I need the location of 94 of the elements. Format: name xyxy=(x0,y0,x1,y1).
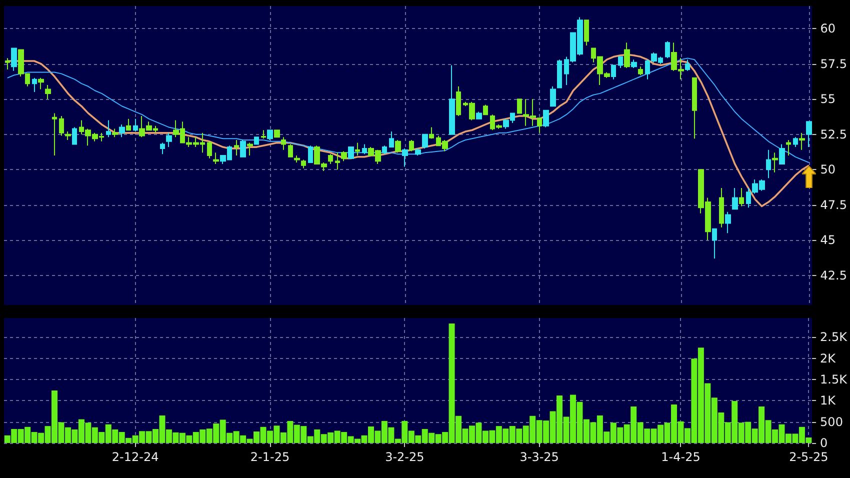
candlestick xyxy=(476,111,482,120)
candlestick xyxy=(732,187,738,210)
candlestick xyxy=(335,152,340,170)
candlestick xyxy=(294,155,300,164)
candlestick xyxy=(267,130,273,140)
y-tick-label: 55 xyxy=(820,92,836,106)
candlestick xyxy=(362,144,367,155)
candlestick xyxy=(355,142,360,156)
x-tick-label: 2-1-25 xyxy=(250,450,290,464)
candlestick xyxy=(59,116,64,136)
y-tick-label: 57.5 xyxy=(820,56,847,71)
candlestick xyxy=(247,142,253,156)
candlestick xyxy=(725,211,731,234)
y-tick-label: 50 xyxy=(820,162,836,177)
candlestick xyxy=(624,42,630,69)
candlestick xyxy=(638,66,643,76)
candlestick xyxy=(348,146,354,159)
candlestick xyxy=(584,20,589,46)
candlestick xyxy=(611,64,616,80)
y-tick-label: 45 xyxy=(820,233,836,248)
candlestick xyxy=(382,145,387,155)
candlestick xyxy=(112,128,118,138)
candlestick xyxy=(160,142,165,155)
candlestick xyxy=(766,149,771,179)
candlestick xyxy=(483,104,488,116)
candlestick xyxy=(389,131,394,148)
y-tick-label: 2K xyxy=(820,351,837,366)
candlestick xyxy=(166,132,172,148)
candlestick xyxy=(328,154,333,164)
candlestick xyxy=(719,187,724,228)
candlestick xyxy=(543,110,549,128)
candlestick xyxy=(618,56,623,69)
candlestick xyxy=(395,139,401,154)
x-tick-label: 3-3-25 xyxy=(520,450,559,464)
y-tick-label: 2.5K xyxy=(820,330,848,344)
candlestick xyxy=(11,48,17,72)
candlestick xyxy=(32,77,37,93)
y-tick-label: 1K xyxy=(820,394,837,408)
candlestick xyxy=(301,159,306,169)
candlestick xyxy=(415,148,421,156)
candlestick xyxy=(712,228,717,259)
candlestick xyxy=(254,136,259,145)
candlestick xyxy=(126,118,131,131)
candlestick xyxy=(402,148,408,168)
candlestick xyxy=(456,86,461,117)
candlestick xyxy=(422,134,428,149)
candlestick xyxy=(308,145,313,164)
y-tick-label: 500 xyxy=(820,414,843,429)
candlestick xyxy=(557,59,562,88)
line-series xyxy=(6,58,810,164)
candlestick xyxy=(692,77,697,140)
candlestick xyxy=(72,126,77,145)
candlestick xyxy=(429,126,434,140)
y-tick-label: 1.5K xyxy=(820,372,848,386)
candlestick xyxy=(665,40,670,59)
candlestick xyxy=(793,136,798,148)
candlestick xyxy=(341,150,347,162)
candlestick xyxy=(550,86,556,107)
y-tick-label: 42.5 xyxy=(820,268,847,282)
candlestick xyxy=(119,124,125,138)
candlestick xyxy=(449,64,455,135)
y-tick-label: 0 xyxy=(820,436,828,450)
candlestick xyxy=(52,112,57,156)
candlestick xyxy=(38,77,44,90)
candlestick xyxy=(133,118,138,132)
y-tick-label: 52.5 xyxy=(820,127,847,142)
candlestick xyxy=(799,132,805,150)
candlestick xyxy=(517,98,522,114)
candlestick xyxy=(806,121,812,148)
candlestick xyxy=(772,152,778,173)
y-tick-label: 60 xyxy=(820,22,836,36)
candlestick xyxy=(207,140,212,159)
candlestick xyxy=(65,131,71,140)
candlestick xyxy=(288,144,293,158)
candlestick xyxy=(261,130,266,140)
candlestick xyxy=(409,139,414,152)
x-tick-label: 3-2-25 xyxy=(385,450,424,464)
candlestick xyxy=(281,136,286,150)
x-tick-label: 1-4-25 xyxy=(661,450,700,464)
x-tick-label: 2-12-24 xyxy=(112,450,159,464)
candlestick xyxy=(234,139,239,156)
candlestick xyxy=(779,144,785,164)
y-tick-label: 47.5 xyxy=(820,198,847,212)
candlestick xyxy=(106,120,111,138)
candlestick xyxy=(45,84,51,100)
x-tick-label: 2-5-25 xyxy=(789,450,828,464)
candlestick xyxy=(5,58,10,70)
candlestick xyxy=(786,139,791,156)
candlestick xyxy=(685,59,690,72)
candlestick xyxy=(739,187,744,207)
candlestick xyxy=(240,139,246,158)
candlestick xyxy=(213,152,219,164)
candlestick xyxy=(274,130,280,138)
candlestick xyxy=(631,59,637,69)
